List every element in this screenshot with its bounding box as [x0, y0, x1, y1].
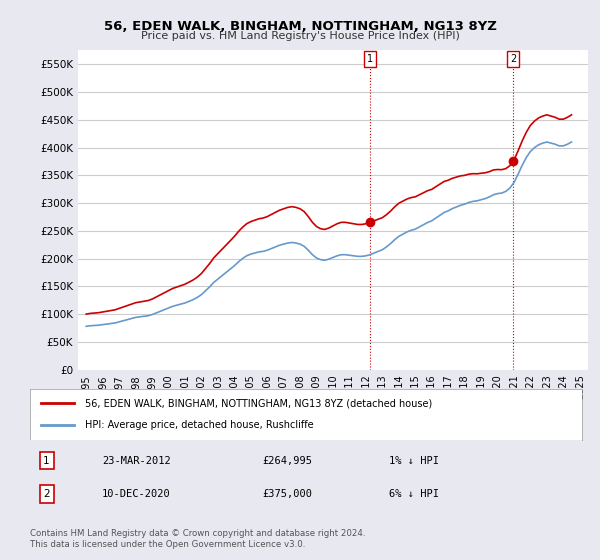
Text: 6% ↓ HPI: 6% ↓ HPI: [389, 489, 439, 499]
Text: 56, EDEN WALK, BINGHAM, NOTTINGHAM, NG13 8YZ: 56, EDEN WALK, BINGHAM, NOTTINGHAM, NG13…: [104, 20, 496, 32]
Text: Contains HM Land Registry data © Crown copyright and database right 2024.
This d: Contains HM Land Registry data © Crown c…: [30, 529, 365, 549]
Text: 56, EDEN WALK, BINGHAM, NOTTINGHAM, NG13 8YZ (detached house): 56, EDEN WALK, BINGHAM, NOTTINGHAM, NG13…: [85, 398, 433, 408]
Text: Price paid vs. HM Land Registry's House Price Index (HPI): Price paid vs. HM Land Registry's House …: [140, 31, 460, 41]
Text: 23-MAR-2012: 23-MAR-2012: [102, 456, 170, 466]
Text: 1: 1: [43, 456, 50, 466]
Text: 1: 1: [367, 54, 373, 64]
Text: 10-DEC-2020: 10-DEC-2020: [102, 489, 170, 499]
Text: 1% ↓ HPI: 1% ↓ HPI: [389, 456, 439, 466]
Text: HPI: Average price, detached house, Rushcliffe: HPI: Average price, detached house, Rush…: [85, 421, 314, 431]
Text: £375,000: £375,000: [262, 489, 312, 499]
Text: 2: 2: [43, 489, 50, 499]
Text: £264,995: £264,995: [262, 456, 312, 466]
Text: 2: 2: [510, 54, 516, 64]
